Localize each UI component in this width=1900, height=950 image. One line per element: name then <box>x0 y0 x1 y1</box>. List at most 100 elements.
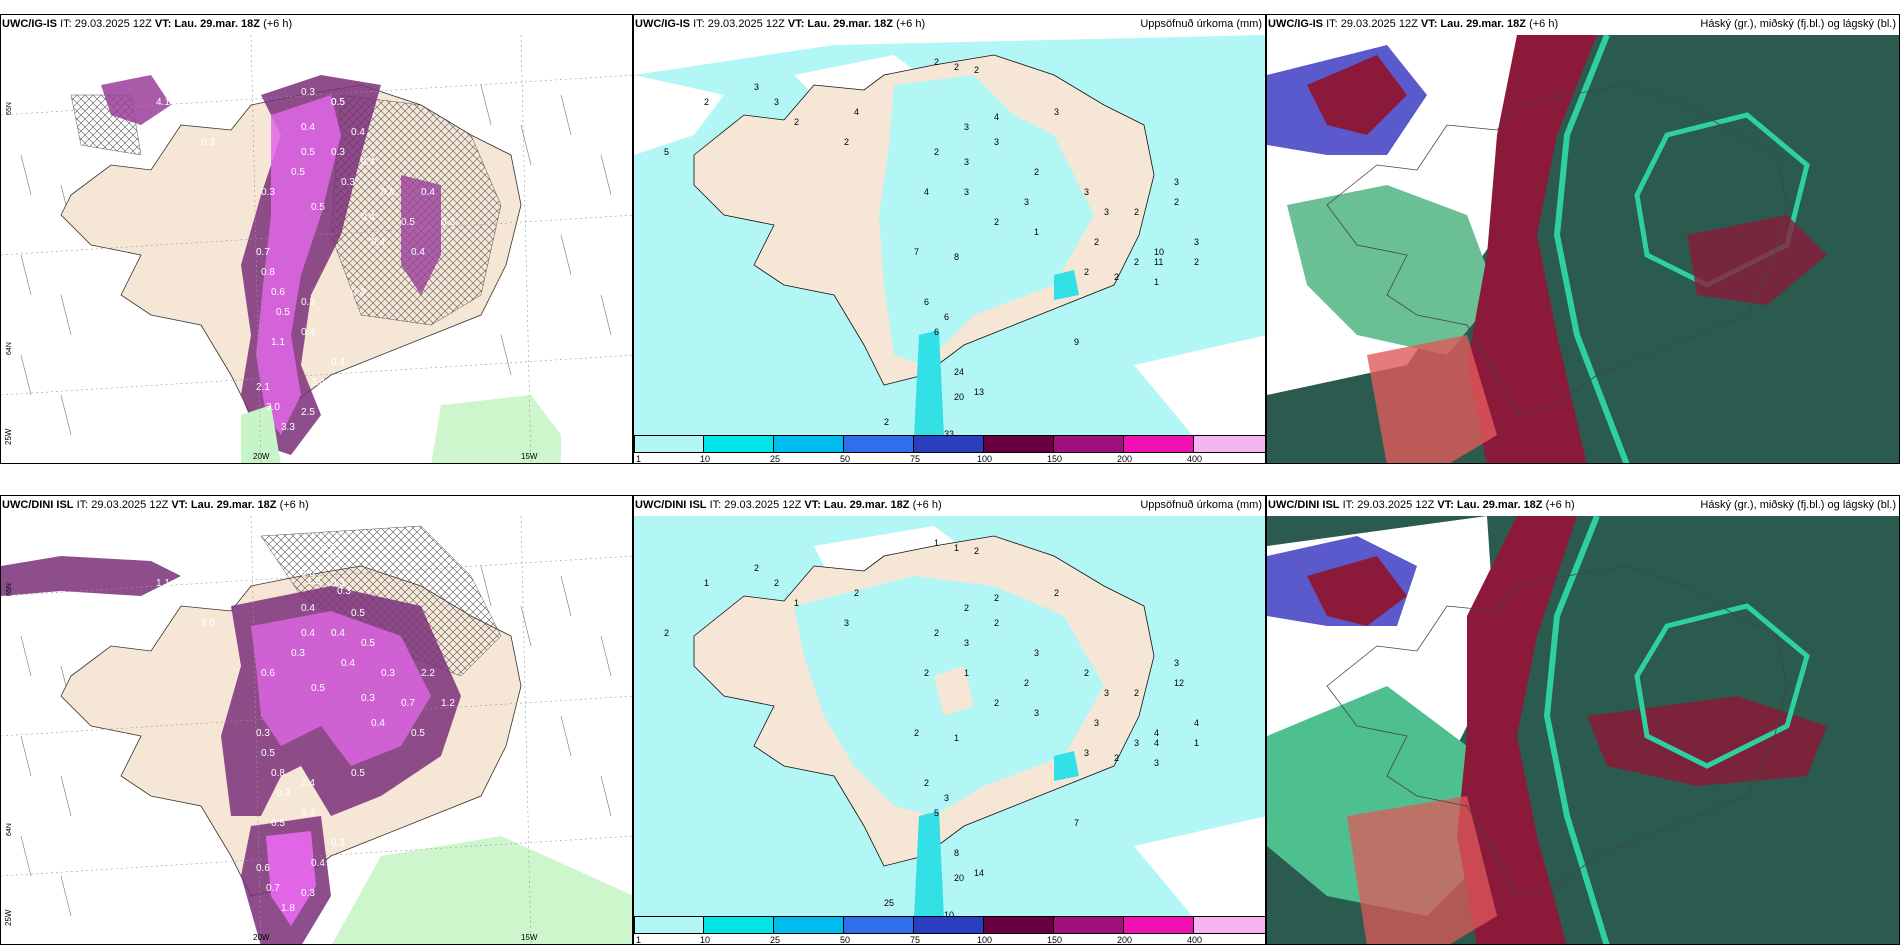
value-label: 0.6 <box>271 287 285 298</box>
colorbar-label: 400 <box>1187 935 1203 945</box>
lat-label-65n: 65N <box>6 102 13 115</box>
colorbar-label: 200 <box>1117 935 1133 945</box>
value-label: 2 <box>1034 167 1039 177</box>
value-label: 0.3 <box>301 87 315 98</box>
value-label: 0.5 <box>321 62 335 73</box>
colorbar-label: 75 <box>910 454 921 464</box>
precip-spot-mid <box>1054 751 1079 781</box>
mid-cloud-ring <box>1634 603 1810 769</box>
panel-title: UWC/IG-IS IT: 29.03.2025 12Z VT: Lau. 29… <box>635 18 926 30</box>
colorbar-swatch <box>844 916 914 934</box>
value-labels: 0.3 0.35.00.30.4 0.50.4 0.40.50.30.40.30.60… <box>156 538 455 914</box>
map-bottom-left: 0.3 0.35.00.30.4 0.50.4 0.40.50.30.40.30.60… <box>1 516 632 944</box>
value-label: 14 <box>974 868 984 878</box>
value-label: 0.4 <box>301 122 315 133</box>
precip-inland-light <box>879 75 1094 365</box>
value-label: 3 <box>964 157 969 167</box>
colorbar-swatch <box>1124 916 1194 934</box>
colorbar-label: 50 <box>840 935 851 945</box>
value-label: 2 <box>1134 257 1139 267</box>
colorbar-swatch <box>914 435 984 453</box>
value-label: 0.4 <box>301 327 315 338</box>
value-label: 0.3 <box>337 586 351 597</box>
colorbar-label: 75 <box>910 935 921 945</box>
colorbar-swatch <box>914 916 984 934</box>
panel-bottom-left-precip-rate: UWC/DINI ISL IT: 29.03.2025 12Z VT: Lau.… <box>0 495 633 945</box>
colorbar-swatch <box>1054 916 1124 934</box>
value-label: 3 <box>844 618 849 628</box>
value-label: 0.3 <box>276 788 290 799</box>
value-label: 1 <box>1034 227 1039 237</box>
value-label: 2 <box>1174 197 1179 207</box>
value-label: 2.2 <box>421 668 435 679</box>
value-label: 0.4 <box>341 658 355 669</box>
lat-label-64n: 64N <box>6 342 13 355</box>
colorbar-swatch <box>774 435 844 453</box>
value-label: 0.3 <box>331 838 345 849</box>
colorbar-swatch <box>1124 435 1194 453</box>
value-label: 2 <box>1024 678 1029 688</box>
colorbar-swatch <box>774 916 844 934</box>
value-label: 0.5 <box>351 768 365 779</box>
value-label: 1.8 <box>281 903 295 914</box>
value-label: 0.6 <box>381 187 395 198</box>
value-label: 0.3 <box>301 888 315 899</box>
coastline-outline <box>1326 84 1788 416</box>
value-label: 2 <box>994 618 999 628</box>
value-label: 0.4 <box>301 603 315 614</box>
panel-right-title: Uppsöfnuð úrkoma (mm) <box>1140 499 1262 511</box>
high-cloud-red-band <box>1467 35 1597 463</box>
value-label: 2 <box>974 65 979 75</box>
value-label: 0.6 <box>256 863 270 874</box>
value-label: 2 <box>934 147 939 157</box>
value-label: 2 <box>754 563 759 573</box>
value-label: 6 <box>944 312 949 322</box>
colorbar-label: 100 <box>977 935 993 945</box>
lat-label-64n: 64N <box>6 823 13 836</box>
colorbar-frame <box>634 916 1265 934</box>
value-label: 0.3 <box>256 728 270 739</box>
value-label: 20 <box>954 873 964 883</box>
precip-band-mid <box>914 811 944 918</box>
value-label: 0.3 <box>301 297 315 308</box>
colorbar: 1 10 25 50 75 100 150 200 400 <box>634 916 1265 945</box>
lon-label-15w: 15W <box>521 933 538 942</box>
value-label: 3 <box>1174 177 1179 187</box>
value-label: 0.4 <box>301 628 315 639</box>
colorbar-swatch <box>1194 916 1265 934</box>
value-label: 3 <box>1034 648 1039 658</box>
value-label: 3 <box>1134 738 1139 748</box>
value-label: 4 <box>924 187 929 197</box>
map-top-left: 1.0 0.5 0.3 0.5 0.4 0.4 0.5 0.3 0.4 0.5 0.3 0.6 0.3 0… <box>1 35 632 463</box>
value-label: 0.5 <box>311 683 325 694</box>
value-label: 0.5 <box>261 748 275 759</box>
panel-top-right-clouds: UWC/IG-IS IT: 29.03.2025 12Z VT: Lau. 29… <box>1266 14 1900 464</box>
value-label: 3 <box>1154 758 1159 768</box>
value-label: 0.3 <box>341 177 355 188</box>
value-label: 0.5 <box>311 202 325 213</box>
value-label: 0.4 <box>411 247 425 258</box>
value-label: 7 <box>1074 818 1079 828</box>
value-label: 0.3 <box>321 543 335 554</box>
value-label: 2 <box>1114 272 1119 282</box>
value-label: 2 <box>1054 588 1059 598</box>
value-label: 0.5 <box>351 608 365 619</box>
value-label: 0.4 <box>311 858 325 869</box>
value-label: 3 <box>994 137 999 147</box>
value-label: 2.1 <box>256 382 270 393</box>
dry-pocket <box>934 666 974 716</box>
value-label: 3 <box>754 82 759 92</box>
value-label: 3 <box>1024 197 1029 207</box>
value-label: 4 <box>1194 718 1199 728</box>
value-label: 5.0 <box>301 568 315 579</box>
colorbar-label: 50 <box>840 454 851 464</box>
value-label: 3 <box>944 793 949 803</box>
value-label: 1 <box>794 598 799 608</box>
value-label: 0.3 <box>441 217 455 228</box>
colorbar-swatch <box>1194 435 1265 453</box>
colorbar-label: 150 <box>1047 935 1063 945</box>
colorbar-swatch <box>1054 435 1124 453</box>
value-label: 0.3 <box>361 693 375 704</box>
red-south-plume <box>1347 796 1497 944</box>
